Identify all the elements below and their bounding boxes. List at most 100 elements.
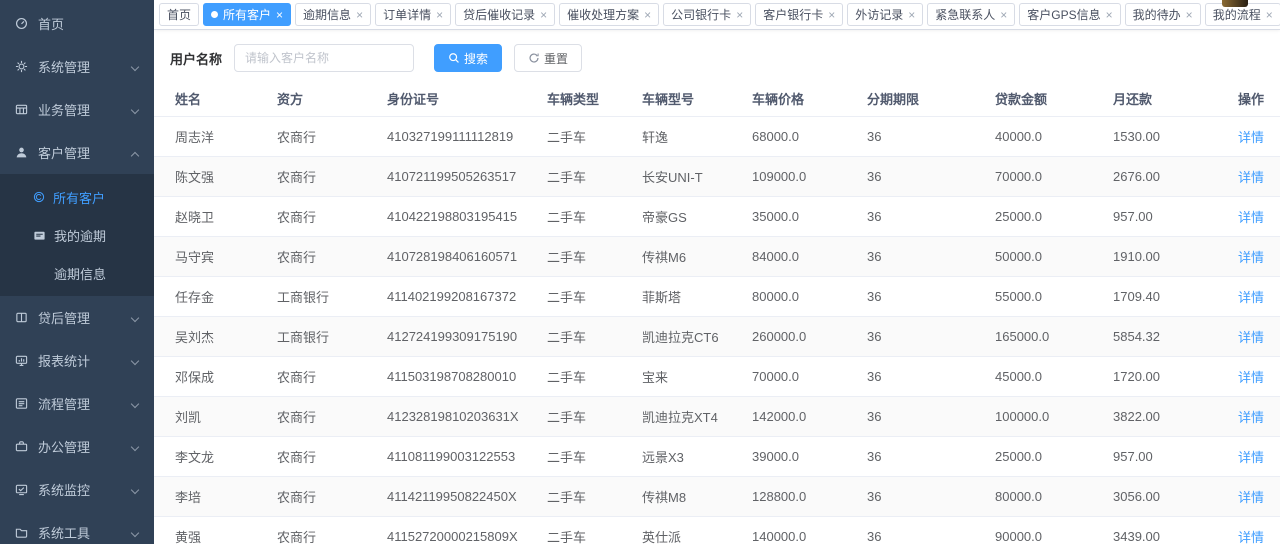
- detail-link[interactable]: 详情: [1237, 410, 1264, 425]
- close-icon[interactable]: ×: [828, 7, 836, 22]
- cell-funder: 农商行: [269, 396, 379, 437]
- report-icon: [15, 355, 28, 366]
- cell-funder: 农商行: [269, 356, 379, 397]
- tab[interactable]: 所有客户 ×: [203, 3, 292, 26]
- col-header-model: 车辆型号: [634, 80, 744, 117]
- cell-term: 36: [859, 116, 987, 157]
- detail-link[interactable]: 详情: [1237, 330, 1264, 345]
- tab[interactable]: 催收处理方案 ×: [559, 3, 660, 26]
- sidebar-item-overdue-info[interactable]: 逾期信息: [0, 254, 154, 292]
- detail-link[interactable]: 详情: [1237, 530, 1264, 544]
- customers-icon: [33, 191, 45, 203]
- tab-label: 逾期信息: [303, 8, 352, 22]
- main-area: 首页 × 所有客户 × 逾期信息 × 订单详情: [154, 0, 1280, 544]
- col-header-funder: 资方: [269, 80, 379, 117]
- chevron-down-icon: [130, 485, 140, 495]
- tab[interactable]: 紧急联系人 ×: [927, 3, 1016, 26]
- tab[interactable]: 公司银行卡 ×: [663, 3, 752, 26]
- cell-vehicle-type: 二手车: [539, 116, 634, 157]
- cell-name: 陈文强: [154, 156, 269, 197]
- detail-link[interactable]: 详情: [1237, 450, 1264, 465]
- cell-vehicle-type: 二手车: [539, 396, 634, 437]
- detail-link[interactable]: 详情: [1237, 290, 1264, 305]
- cell-id: 410721199505263517: [379, 156, 539, 197]
- cell-id: 41152720000215809X: [379, 516, 539, 544]
- cell-monthly: 1709.40: [1105, 276, 1225, 317]
- detail-link[interactable]: 详情: [1237, 250, 1264, 265]
- tab[interactable]: 客户银行卡 ×: [755, 3, 844, 26]
- tab[interactable]: 我的待办 ×: [1124, 3, 1201, 26]
- sidebar-item-my-overdue[interactable]: 我的逾期: [0, 216, 154, 254]
- cell-price: 70000.0: [744, 356, 859, 397]
- close-icon[interactable]: ×: [540, 7, 548, 22]
- cell-price: 260000.0: [744, 316, 859, 357]
- tab[interactable]: 外访记录 ×: [847, 3, 924, 26]
- cell-vehicle-type: 二手车: [539, 516, 634, 544]
- cell-vehicle-type: 二手车: [539, 356, 634, 397]
- customers-submenu: 所有客户 我的逾期 逾期信息: [0, 174, 154, 296]
- tab[interactable]: 贷后催收记录 ×: [455, 3, 556, 26]
- cell-model: 凯迪拉克XT4: [634, 396, 744, 437]
- sidebar-item-all-customers[interactable]: 所有客户: [0, 178, 154, 216]
- close-icon[interactable]: ×: [644, 7, 652, 22]
- reset-button[interactable]: 重置: [514, 44, 583, 72]
- detail-link[interactable]: 详情: [1237, 210, 1264, 225]
- sidebar-item-postloan[interactable]: 贷后管理: [0, 296, 154, 339]
- tab[interactable]: 客户GPS信息 ×: [1019, 3, 1121, 26]
- table-row: 周志洋 农商行 410327199111112819 二手车 轩逸 68000.…: [154, 116, 1280, 157]
- sidebar-item-reports[interactable]: 报表统计: [0, 339, 154, 382]
- sidebar-item-label: 报表统计: [38, 354, 91, 369]
- close-icon[interactable]: ×: [1265, 7, 1273, 22]
- grid-icon: [15, 104, 28, 115]
- cell-loan: 50000.0: [987, 236, 1105, 277]
- close-icon[interactable]: ×: [1000, 7, 1008, 22]
- cell-name: 黄强: [154, 516, 269, 544]
- cell-model: 凯迪拉克CT6: [634, 316, 744, 357]
- detail-link[interactable]: 详情: [1237, 490, 1264, 505]
- table-row: 马守宾 农商行 410728198406160571 二手车 传祺M6 8400…: [154, 236, 1280, 277]
- close-icon[interactable]: ×: [1185, 7, 1193, 22]
- cell-term: 36: [859, 236, 987, 277]
- customer-name-input[interactable]: [234, 44, 415, 72]
- search-button[interactable]: 搜索: [434, 44, 503, 72]
- sidebar-item-system[interactable]: 系统管理: [0, 45, 154, 88]
- chevron-down-icon: [130, 442, 140, 452]
- close-icon[interactable]: ×: [356, 7, 364, 22]
- sidebar-item-home[interactable]: 首页: [0, 2, 154, 45]
- close-icon[interactable]: ×: [276, 7, 284, 22]
- sidebar-item-office[interactable]: 办公管理: [0, 425, 154, 468]
- detail-link[interactable]: 详情: [1237, 170, 1264, 185]
- cell-id: 410728198406160571: [379, 236, 539, 277]
- sidebar-item-monitor[interactable]: 系统监控: [0, 468, 154, 511]
- sidebar-item-label: 系统工具: [38, 526, 91, 541]
- detail-link[interactable]: 详情: [1237, 130, 1264, 145]
- refresh-icon: [529, 53, 539, 63]
- table-row: 刘凯 农商行 41232819810203631X 二手车 凯迪拉克XT4 14…: [154, 396, 1280, 437]
- detail-link[interactable]: 详情: [1237, 370, 1264, 385]
- tab-label: 所有客户: [223, 8, 272, 22]
- sidebar-item-business[interactable]: 业务管理: [0, 88, 154, 131]
- cell-vehicle-type: 二手车: [539, 156, 634, 197]
- col-header-monthly: 月还款: [1105, 80, 1225, 117]
- cell-name: 周志洋: [154, 116, 269, 157]
- close-icon[interactable]: ×: [736, 7, 744, 22]
- customer-table: 姓名 资方 身份证号 车辆类型 车辆型号 车辆价格 分期期限 贷款金额 月还款 …: [154, 80, 1280, 544]
- tab[interactable]: 订单详情 ×: [375, 3, 452, 26]
- sidebar-item-workflow[interactable]: 流程管理: [0, 382, 154, 425]
- close-icon[interactable]: ×: [908, 7, 916, 22]
- close-icon[interactable]: ×: [436, 7, 444, 22]
- sidebar-item-customers[interactable]: 客户管理: [0, 131, 154, 174]
- close-icon[interactable]: ×: [1105, 7, 1113, 22]
- avatar[interactable]: [1222, 0, 1248, 7]
- monitor-icon: [15, 484, 28, 496]
- cell-monthly: 3056.00: [1105, 476, 1225, 517]
- tab[interactable]: 逾期信息 ×: [295, 3, 372, 26]
- cell-name: 任存金: [154, 276, 269, 317]
- cell-funder: 农商行: [269, 236, 379, 277]
- cell-monthly: 1720.00: [1105, 356, 1225, 397]
- cell-price: 109000.0: [744, 156, 859, 197]
- sidebar-item-tools[interactable]: 系统工具: [0, 511, 154, 544]
- cell-vehicle-type: 二手车: [539, 436, 634, 477]
- tab[interactable]: 首页 ×: [159, 3, 200, 26]
